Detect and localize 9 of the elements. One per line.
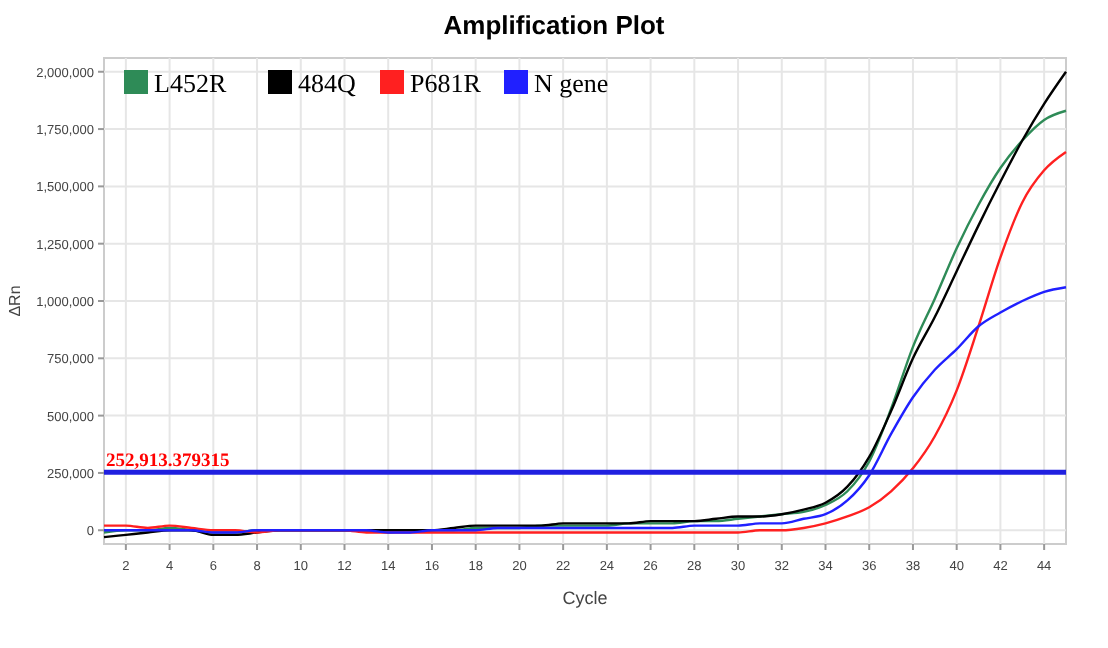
- chart-title: Amplification Plot: [443, 10, 666, 40]
- legend-label: N gene: [534, 68, 609, 98]
- legend-label: P681R: [410, 68, 482, 98]
- x-axis-title: Cycle: [562, 588, 608, 608]
- line-series: [102, 286, 1068, 534]
- y-axis-title: ΔRn: [6, 285, 24, 317]
- ref-line-label: 252,913.379315: [106, 452, 230, 473]
- legend-label: L452R: [154, 68, 227, 98]
- legend-label: 484Q: [298, 68, 357, 98]
